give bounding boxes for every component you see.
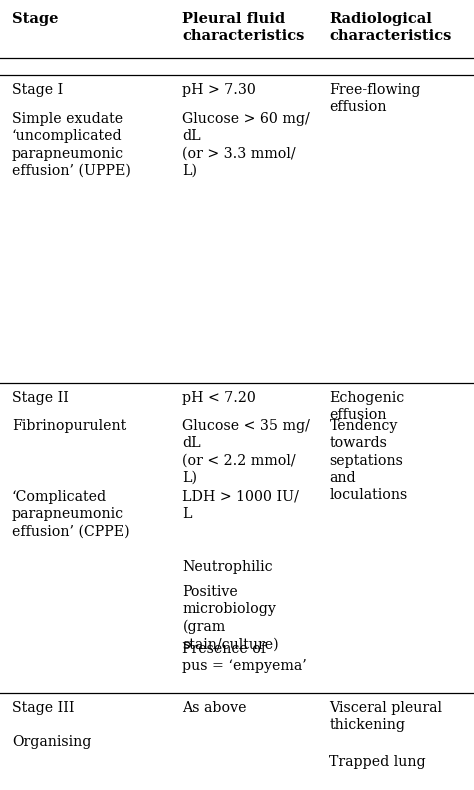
Text: Simple exudate
‘uncomplicated
parapneumonic
effusion’ (UPPE): Simple exudate ‘uncomplicated parapneumo… xyxy=(12,112,131,178)
Text: Stage III: Stage III xyxy=(12,701,74,715)
Text: Glucose > 60 mg/
dL
(or > 3.3 mmol/
L): Glucose > 60 mg/ dL (or > 3.3 mmol/ L) xyxy=(182,112,310,178)
Text: Positive
microbiology
(gram
stain/culture): Positive microbiology (gram stain/cultur… xyxy=(182,585,279,652)
Text: Echogenic
effusion: Echogenic effusion xyxy=(329,391,405,423)
Text: Presence of
pus = ‘empyema’: Presence of pus = ‘empyema’ xyxy=(182,642,307,673)
Text: LDH > 1000 IU/
L: LDH > 1000 IU/ L xyxy=(182,490,300,521)
Text: Fibrinopurulent: Fibrinopurulent xyxy=(12,419,126,433)
Text: Free-flowing
effusion: Free-flowing effusion xyxy=(329,83,421,115)
Text: Neutrophilic: Neutrophilic xyxy=(182,560,273,574)
Text: pH > 7.30: pH > 7.30 xyxy=(182,83,256,97)
Text: Visceral pleural
thickening: Visceral pleural thickening xyxy=(329,701,442,732)
Text: Organising: Organising xyxy=(12,735,91,749)
Text: As above: As above xyxy=(182,701,247,715)
Text: Stage I: Stage I xyxy=(12,83,63,97)
Text: Stage: Stage xyxy=(12,12,58,26)
Text: Tendency
towards
septations
and
loculations: Tendency towards septations and loculati… xyxy=(329,419,408,502)
Text: Stage II: Stage II xyxy=(12,391,69,405)
Text: Radiological
characteristics: Radiological characteristics xyxy=(329,12,452,43)
Text: ‘Complicated
parapneumonic
effusion’ (CPPE): ‘Complicated parapneumonic effusion’ (CP… xyxy=(12,490,129,539)
Text: Glucose < 35 mg/
dL
(or < 2.2 mmol/
L): Glucose < 35 mg/ dL (or < 2.2 mmol/ L) xyxy=(182,419,310,485)
Text: Pleural fluid
characteristics: Pleural fluid characteristics xyxy=(182,12,305,43)
Text: Trapped lung: Trapped lung xyxy=(329,755,426,769)
Text: pH < 7.20: pH < 7.20 xyxy=(182,391,256,405)
